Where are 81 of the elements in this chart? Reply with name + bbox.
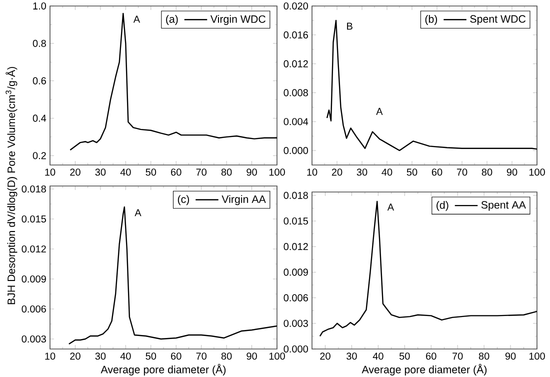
y-axis-title: BJH Desorption dV/dlog(D) Pore Volume(cm$^{3}$/g·Å) <box>6 66 18 304</box>
x-tick-label: 90 <box>505 352 516 360</box>
y-tick-label: 0.006 <box>284 294 308 302</box>
y-tick-label: 0.8 <box>32 40 46 47</box>
y-tick-label: 0.016 <box>284 31 308 38</box>
x-tick-label: 80 <box>221 168 232 176</box>
x-tick-label: 20 <box>320 352 330 360</box>
x-tick-label: 90 <box>506 168 518 176</box>
y-tick-label: 1.0 <box>33 2 46 10</box>
x-axis-title: Average pore diameter (Å) <box>362 364 487 376</box>
y-tick-label: 0.006 <box>22 305 46 313</box>
y-tick-label: 0.000 <box>284 146 308 154</box>
x-tick-label: 10 <box>45 352 56 360</box>
x-tick-label: 100 <box>529 168 545 176</box>
legend-title: (d) <box>436 200 448 211</box>
x-tick-label: 10 <box>45 168 56 176</box>
legend-label: Spent AA <box>481 201 526 211</box>
annotation: B <box>347 22 352 30</box>
y-tick-label: 0.003 <box>22 335 46 343</box>
annotation: A <box>387 204 394 211</box>
x-axis-title: Average pore diameter (Å) <box>100 364 226 376</box>
legend-label: Virgin AA <box>222 195 266 206</box>
line-series <box>319 200 537 337</box>
x-tick-label: 50 <box>406 168 418 176</box>
x-tick-label: 90 <box>246 352 257 360</box>
y-tick-label: 0.012 <box>284 60 308 68</box>
y-tick-label: 0.015 <box>22 215 46 223</box>
x-tick-label: 60 <box>426 352 436 360</box>
line-series <box>68 206 277 345</box>
x-tick-label: 70 <box>196 168 206 176</box>
y-tick-label: 0.6 <box>32 77 46 84</box>
y-tick-label: 0.020 <box>284 2 308 10</box>
x-tick-label: 70 <box>456 168 468 176</box>
x-tick-label: 80 <box>478 352 490 360</box>
y-tick-label: 0.009 <box>22 275 46 283</box>
y-tick-label: 0.000 <box>284 345 308 353</box>
y-tick-label: 0.018 <box>284 192 308 199</box>
x-tick-label: 40 <box>120 352 131 360</box>
legend-label: Spent WDC <box>470 15 526 25</box>
x-tick-label: 30 <box>356 168 368 176</box>
x-tick-label: 30 <box>95 168 106 176</box>
x-tick-label: 10 <box>307 168 318 176</box>
annotation: A <box>376 108 383 115</box>
y-tick-label: 0.2 <box>32 152 46 160</box>
x-tick-label: 100 <box>269 352 285 360</box>
x-tick-label: 30 <box>346 352 357 360</box>
x-tick-label: 60 <box>171 168 182 176</box>
x-tick-label: 80 <box>482 168 492 176</box>
x-tick-label: 60 <box>171 352 182 360</box>
x-tick-label: 50 <box>146 352 156 360</box>
x-tick-label: 40 <box>372 352 384 360</box>
y-tick-label: 0.003 <box>284 320 308 327</box>
y-tick-label: 0.018 <box>22 185 46 193</box>
y-tick-label: 0.004 <box>284 118 308 126</box>
y-tick-label: 0.012 <box>22 245 46 253</box>
x-tick-label: 100 <box>529 352 545 360</box>
x-tick-label: 20 <box>70 352 80 360</box>
x-tick-label: 90 <box>246 168 257 176</box>
x-tick-label: 40 <box>382 168 392 176</box>
x-tick-label: 60 <box>432 168 442 176</box>
x-tick-label: 80 <box>221 352 232 360</box>
y-tick-label: 0.012 <box>284 243 308 250</box>
x-tick-label: 40 <box>120 168 131 176</box>
x-tick-label: 50 <box>399 352 410 360</box>
x-tick-label: 20 <box>332 168 342 176</box>
y-tick-label: 0.009 <box>284 268 308 276</box>
x-tick-label: 20 <box>70 168 80 176</box>
y-tick-label: 0.008 <box>284 89 308 96</box>
legend-label: Virgin WDC <box>210 15 266 25</box>
legend-title: (b) <box>425 15 438 25</box>
annotation: A <box>133 16 140 23</box>
legend-title: (a) <box>166 15 178 25</box>
y-tick-label: 0.015 <box>284 217 308 225</box>
annotation: A <box>134 209 142 216</box>
y-tick-label: 0.4 <box>32 114 46 122</box>
x-tick-label: 50 <box>146 168 156 176</box>
x-tick-label: 30 <box>95 352 106 360</box>
x-tick-label: 100 <box>269 168 285 176</box>
x-tick-label: 70 <box>452 352 463 360</box>
legend-title: (c) <box>178 195 190 206</box>
x-tick-label: 70 <box>196 352 206 360</box>
